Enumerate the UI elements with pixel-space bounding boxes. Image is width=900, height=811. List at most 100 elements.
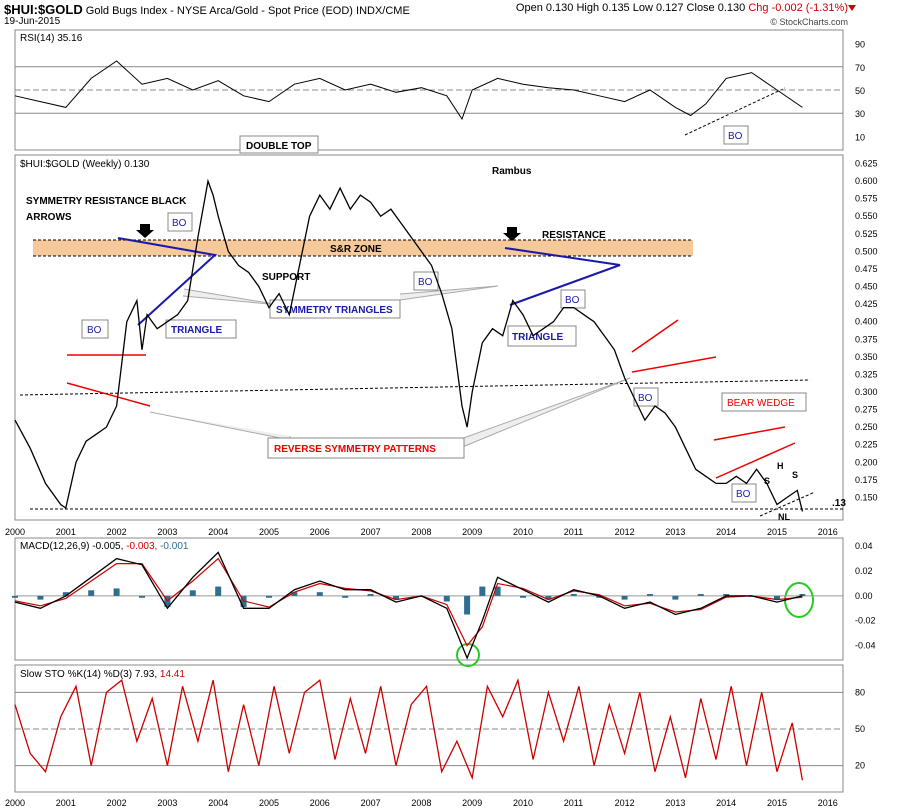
x-tick-label-price: 2000 (5, 527, 25, 537)
macd-histogram-bar (215, 586, 222, 596)
x-tick-label-price: 2005 (259, 527, 279, 537)
level-13-label: .13 (832, 498, 846, 509)
symmetry-arrow-2009-icon (503, 227, 521, 241)
price-tick-label: 0.275 (855, 405, 878, 415)
rsi-line (14, 60, 803, 121)
x-axis-ticks: 2000 2000 2001 2001 2002 2002 2003 2003 2004 2004… (5, 527, 838, 808)
x-tick-label-price: 2003 (157, 527, 177, 537)
macd-histogram-bar (392, 595, 399, 600)
bo-box-rsi (723, 125, 749, 145)
x-tick-label-sto: 2007 (361, 798, 381, 808)
x-tick-label-sto: 2015 (767, 798, 787, 808)
macd-histogram-bar (545, 595, 552, 600)
triangle-box-2002 (165, 319, 237, 339)
x-tick-label-sto: 2009 (462, 798, 482, 808)
x-tick-label-price: 2008 (411, 527, 431, 537)
x-tick-label-price: 2016 (818, 527, 838, 537)
price-series (14, 178, 804, 512)
macd-histogram-bar (113, 588, 120, 596)
macd-histogram-bar (494, 586, 501, 596)
blue-triangle-2010 (504, 247, 621, 306)
x-tick-label-sto: 2013 (665, 798, 685, 808)
macd-histogram-bar (62, 592, 69, 596)
bear-wedge-label: BEAR WEDGE (727, 398, 795, 409)
price-tick-label: 0.375 (855, 334, 878, 344)
macd-histogram-bar (723, 594, 730, 596)
macd-histogram-bar (265, 595, 272, 598)
rsi-tick-label: 30 (855, 109, 865, 119)
x-tick-label-sto: 2001 (56, 798, 76, 808)
hs-head: H (777, 461, 784, 471)
sto-tick-label: 20 (855, 761, 865, 771)
bo-box-6 (731, 483, 757, 503)
sto-label: Slow STO %K(14) %D(3) 7.93, 14.41 (20, 669, 185, 680)
ohlc-values: Open 0.130 High 0.135 Low 0.127 Close 0.… (515, 2, 746, 14)
x-tick-label-price: 2007 (361, 527, 381, 537)
price-tick-label: 0.625 (855, 159, 878, 169)
x-tick-label-price: 2010 (513, 527, 533, 537)
change-value: Chg -0.002 (-1.31%) (748, 2, 848, 14)
price-tick-label: 0.550 (855, 211, 878, 221)
macd-histogram-bar (12, 595, 18, 598)
hs-right-shoulder: S (792, 470, 798, 480)
red-trend-2012b (631, 356, 717, 373)
sto-series (14, 677, 843, 781)
macd-histogram-bar (570, 594, 577, 596)
macd-histogram-bar (291, 592, 298, 596)
macd-tick-label: -0.02 (855, 616, 876, 626)
bo-label-6: BO (736, 489, 751, 500)
red-trend-2012a (631, 319, 679, 353)
price-line (14, 178, 804, 512)
symmetry-triangles-box (269, 299, 401, 319)
price-tick-label: 0.150 (855, 492, 878, 502)
macd-histogram-bar (88, 590, 95, 596)
macd-signal-line (14, 557, 803, 647)
x-tick-label-sto: 2016 (818, 798, 838, 808)
x-tick-label-sto: 2005 (259, 798, 279, 808)
rambus-label: Rambus (492, 166, 532, 177)
macd-histogram-bar (189, 590, 196, 596)
macd-tick-label: 0.00 (855, 591, 873, 601)
x-tick-label-sto: 2006 (310, 798, 330, 808)
rsi-tick-label: 10 (855, 132, 865, 142)
price-tick-label: 0.475 (855, 264, 878, 274)
macd-tick-label: 0.04 (855, 541, 873, 551)
bo-label-2: BO (172, 218, 187, 229)
macd-histogram-bar (342, 595, 349, 598)
support-label: SUPPORT (262, 272, 310, 283)
x-tick-label-price: 2013 (665, 527, 685, 537)
macd-histogram-bar (464, 595, 471, 615)
triangle-label-2010: TRIANGLE (512, 332, 563, 343)
double-top-label: DOUBLE TOP (246, 141, 312, 152)
hs-left-shoulder: S (764, 476, 770, 486)
exchange: INDX/CME (356, 5, 410, 17)
macd-histogram-bar (367, 594, 374, 596)
macd-panel-frame (14, 537, 844, 661)
x-tick-label-sto: 2008 (411, 798, 431, 808)
symmetry-resistance-label-2: ARROWS (26, 212, 72, 223)
price-tick-label: 0.450 (855, 282, 878, 292)
bo-label-4: BO (565, 295, 580, 306)
price-panel-frame (14, 154, 844, 521)
symbol: $HUI:$GOLD (4, 2, 83, 17)
macd-histogram-bar (596, 595, 603, 598)
price-tick-label: 0.250 (855, 422, 878, 432)
rsi-series (14, 60, 843, 121)
rsi-tick-label: 90 (855, 40, 865, 50)
chart-date: 19-Jun-2015 (4, 16, 61, 27)
sto-tick-label: 50 (855, 724, 865, 734)
macd-histogram-bar (646, 594, 653, 596)
macd-current-circle (784, 582, 814, 618)
x-tick-label-price: 2001 (56, 527, 76, 537)
rsi-tick-label: 50 (855, 86, 865, 96)
price-tick-label: 0.300 (855, 387, 878, 397)
price-tick-label: 0.425 (855, 299, 878, 309)
ohlc-readout: Open 0.130 High 0.135 Low 0.127 Close 0.… (516, 2, 848, 14)
bo-labels: BO BO BO BO BO BO BO (81, 125, 757, 503)
bo-box-2 (167, 212, 193, 232)
sto-tick-label: 80 (855, 687, 865, 697)
bear-wedge-box (721, 392, 807, 412)
x-tick-label-sto: 2014 (716, 798, 736, 808)
macd-line (14, 551, 803, 660)
